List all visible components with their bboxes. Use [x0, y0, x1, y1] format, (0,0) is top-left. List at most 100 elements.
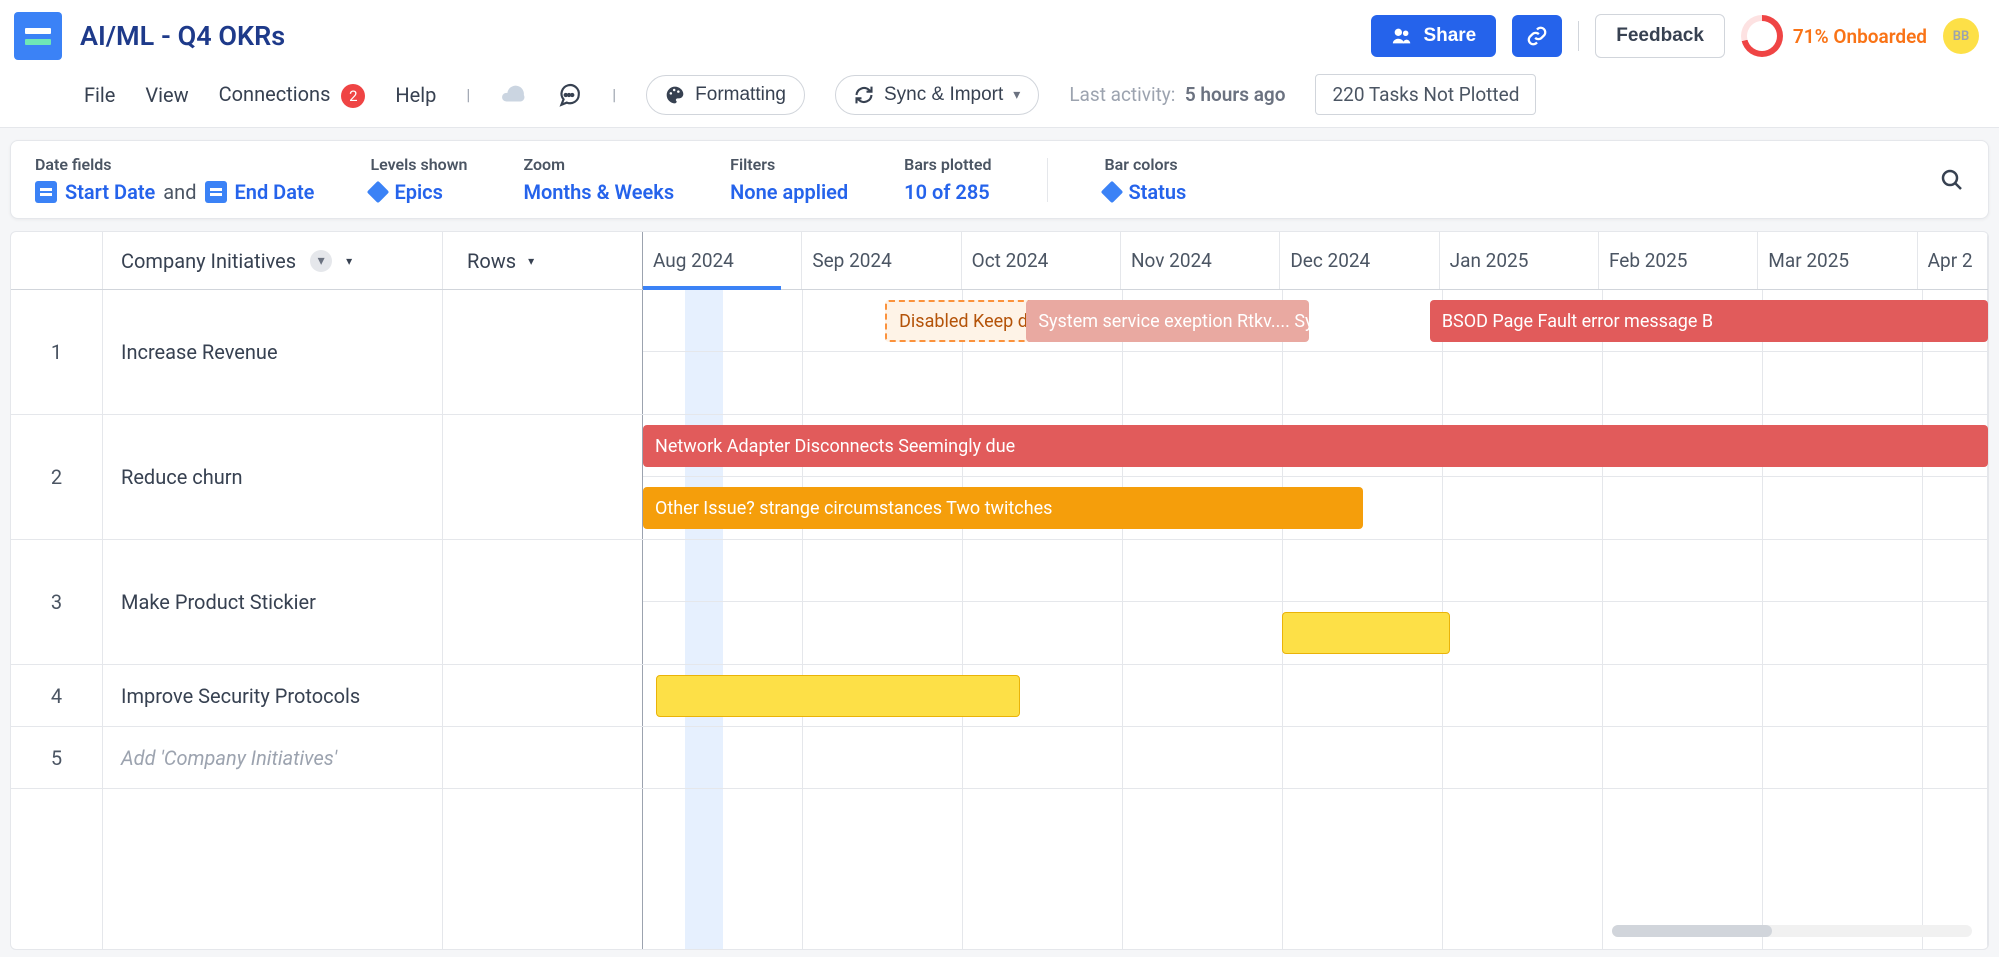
row-timeline	[643, 665, 1988, 726]
gantt-chart: Company Initiatives ▾ ▾ Rows ▾ Aug 2024 …	[10, 231, 1989, 950]
rows-column-header[interactable]: Rows ▾	[443, 232, 643, 289]
gantt-row-1: 1 Increase Revenue Disabled Keep dis Sys…	[11, 290, 1988, 415]
link-button[interactable]	[1512, 15, 1562, 57]
share-button[interactable]: Share	[1371, 15, 1496, 57]
task-bar-yellow-1[interactable]	[1282, 612, 1450, 654]
chevron-down-icon: ▾	[310, 250, 332, 272]
config-bar-colors[interactable]: Bar colors Status	[1104, 155, 1186, 204]
month-jan-2025[interactable]: Jan 2025	[1440, 232, 1599, 289]
activity-value: 5 hours ago	[1185, 83, 1286, 106]
divider: |	[612, 85, 616, 104]
chevron-down-icon: ▾	[1013, 86, 1020, 103]
month-apr-2025[interactable]: Apr 2	[1918, 232, 1988, 289]
onboarding-text: 71% Onboarded	[1793, 25, 1927, 48]
initiatives-column-header[interactable]: Company Initiatives ▾ ▾	[103, 232, 443, 289]
today-marker	[685, 727, 723, 788]
search-icon	[1940, 168, 1964, 192]
row-number: 1	[11, 290, 103, 414]
row-timeline	[643, 540, 1988, 664]
cloud-icon[interactable]	[500, 82, 526, 108]
tasks-not-plotted-chip[interactable]: 220 Tasks Not Plotted	[1315, 74, 1536, 115]
row-group-cell	[443, 415, 643, 539]
row-timeline	[643, 727, 1988, 788]
search-button[interactable]	[1940, 168, 1964, 192]
caret-down-icon: ▾	[528, 254, 534, 268]
row-number: 5	[11, 727, 103, 788]
divider	[1047, 158, 1048, 202]
people-icon	[1391, 25, 1413, 47]
start-date: Start Date	[65, 180, 155, 204]
task-bar-bsod[interactable]: BSOD Page Fault error message B	[1430, 300, 1988, 342]
task-bar-system-service[interactable]: System service exeption Rtkv.... Sy…	[1026, 300, 1308, 342]
app-header: AI/ML - Q4 OKRs Share Feedback 71% Onboa…	[0, 0, 1999, 128]
activity-label: Last activity:	[1069, 83, 1175, 106]
menu-view[interactable]: View	[145, 83, 188, 107]
menu-help[interactable]: Help	[395, 83, 436, 107]
levels-label: Levels shown	[370, 155, 467, 174]
row-number: 3	[11, 540, 103, 664]
refresh-icon	[854, 85, 874, 105]
filters-label: Filters	[730, 155, 848, 174]
menu-connections-label: Connections	[219, 82, 331, 106]
link-icon	[1526, 25, 1548, 47]
month-oct-2024[interactable]: Oct 2024	[962, 232, 1121, 289]
row-group-cell	[443, 727, 643, 788]
app-logo-icon[interactable]	[14, 12, 62, 60]
onboarding-status[interactable]: 71% Onboarded	[1741, 15, 1927, 57]
scrollbar-thumb[interactable]	[1612, 925, 1772, 937]
timeline-header: Aug 2024 Sep 2024 Oct 2024 Nov 2024 Dec …	[643, 232, 1988, 289]
month-nov-2024[interactable]: Nov 2024	[1121, 232, 1280, 289]
divider	[1578, 21, 1579, 51]
row-group-cell	[443, 540, 643, 664]
row-name[interactable]: Make Product Stickier	[103, 540, 443, 664]
config-zoom[interactable]: Zoom Months & Weeks	[523, 155, 674, 204]
month-mar-2025[interactable]: Mar 2025	[1758, 232, 1917, 289]
config-bars-plotted[interactable]: Bars plotted 10 of 285	[904, 155, 991, 204]
last-activity: Last activity: 5 hours ago	[1069, 83, 1285, 106]
chat-icon[interactable]	[556, 82, 582, 108]
row-name[interactable]: Increase Revenue	[103, 290, 443, 414]
month-dec-2024[interactable]: Dec 2024	[1280, 232, 1439, 289]
colors-value: Status	[1104, 180, 1186, 204]
caret-down-icon: ▾	[346, 254, 352, 268]
config-date-fields[interactable]: Date fields Start Date and End Date	[35, 155, 314, 204]
horizontal-scrollbar[interactable]	[1612, 925, 1972, 937]
initiatives-label: Company Initiatives	[121, 249, 296, 273]
date-fields-label: Date fields	[35, 155, 314, 174]
row-timeline: Disabled Keep dis System service exeptio…	[643, 290, 1988, 414]
bar-label: BSOD Page Fault error message B	[1442, 311, 1713, 332]
gantt-row-3: 3 Make Product Stickier	[11, 540, 1988, 665]
add-row-placeholder[interactable]: Add 'Company Initiatives'	[103, 727, 443, 788]
month-sep-2024[interactable]: Sep 2024	[802, 232, 961, 289]
diamond-icon	[1101, 181, 1124, 204]
bar-label: Other Issue? strange circumstances Two t…	[655, 498, 1052, 519]
levels-value: Epics	[370, 180, 467, 204]
task-bar-yellow-2[interactable]	[656, 675, 1019, 717]
config-filters[interactable]: Filters None applied	[730, 155, 848, 204]
sync-label: Sync & Import	[884, 84, 1003, 106]
row-number-header	[11, 232, 103, 289]
menu-connections[interactable]: Connections 2	[219, 82, 366, 108]
task-bar-network[interactable]: Network Adapter Disconnects Seemingly du…	[643, 425, 1988, 467]
divider: |	[466, 85, 470, 104]
month-aug-2024[interactable]: Aug 2024	[643, 232, 802, 289]
page-title: AI/ML - Q4 OKRs	[80, 20, 1371, 52]
config-levels[interactable]: Levels shown Epics	[370, 155, 467, 204]
menu-file[interactable]: File	[84, 83, 115, 107]
header-actions: Share Feedback 71% Onboarded BB	[1371, 14, 1979, 58]
menubar: File View Connections 2 Help | | Formatt…	[0, 68, 1999, 127]
levels-text: Epics	[394, 180, 442, 204]
formatting-button[interactable]: Formatting	[646, 75, 805, 115]
user-avatar[interactable]: BB	[1943, 18, 1979, 54]
header-top-row: AI/ML - Q4 OKRs Share Feedback 71% Onboa…	[0, 0, 1999, 68]
month-feb-2025[interactable]: Feb 2025	[1599, 232, 1758, 289]
task-bar-other-issue[interactable]: Other Issue? strange circumstances Two t…	[643, 487, 1363, 529]
row-name[interactable]: Reduce churn	[103, 415, 443, 539]
share-label: Share	[1423, 25, 1476, 47]
sync-import-button[interactable]: Sync & Import ▾	[835, 75, 1039, 115]
feedback-button[interactable]: Feedback	[1595, 14, 1725, 58]
row-name[interactable]: Improve Security Protocols	[103, 665, 443, 726]
bars-value: 10 of 285	[904, 180, 991, 204]
row-group-cell	[443, 789, 643, 949]
row-number	[11, 789, 103, 949]
